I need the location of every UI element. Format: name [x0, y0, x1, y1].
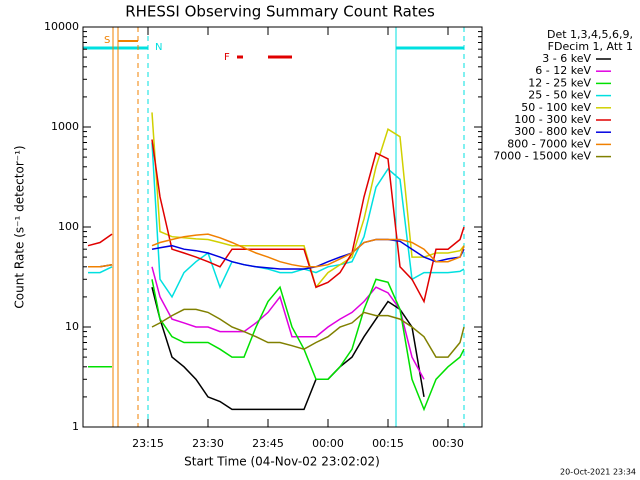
- x-tick-label: 00:15: [372, 437, 404, 450]
- y-tick-label: 1: [72, 420, 79, 433]
- series-line: [151, 266, 425, 380]
- chart-title: RHESSI Observing Summary Count Rates: [125, 3, 435, 21]
- annotation: F: [224, 52, 230, 63]
- legend-label: 800 - 7000 keV: [507, 137, 591, 150]
- x-tick-label: 00:30: [432, 437, 464, 450]
- x-tick-label: 23:30: [192, 437, 224, 450]
- legend-label: 25 - 50 keV: [528, 89, 591, 102]
- annotation: S: [104, 35, 110, 46]
- y-tick-label: 1000: [51, 120, 79, 133]
- legend-label: 6 - 12 keV: [535, 64, 591, 77]
- x-tick-label: 23:15: [132, 437, 164, 450]
- series-line: [151, 308, 465, 358]
- legend-header: Det 1,3,4,5,6,9,: [547, 28, 633, 41]
- y-tick-label: 10000: [44, 20, 79, 33]
- series-line: [88, 233, 465, 268]
- legend-label: 300 - 800 keV: [514, 125, 591, 138]
- footer: 20-Oct-2021 23:34: [560, 468, 636, 477]
- y-tick-label: 10: [65, 320, 79, 333]
- x-axis-label: Start Time (04-Nov-02 23:02:02): [184, 455, 380, 469]
- legend-label: 3 - 6 keV: [542, 52, 591, 65]
- y-tick-label: 100: [58, 220, 79, 233]
- annotation: N: [155, 42, 162, 53]
- plot-frame: [82, 26, 483, 428]
- x-tick-label: 23:45: [252, 437, 284, 450]
- series-line: [88, 142, 465, 299]
- series-line: [88, 278, 465, 412]
- legend-label: 50 - 100 keV: [521, 101, 591, 114]
- series-line: [151, 287, 425, 411]
- state-markers: [83, 27, 465, 427]
- series-line: [88, 112, 465, 289]
- legend-label: 100 - 300 keV: [514, 113, 591, 126]
- y-axis-label: Count Rate (s⁻¹ detector⁻¹): [13, 145, 27, 308]
- legend-header: FDecim 1, Att 1: [548, 40, 633, 53]
- legend-label: 7000 - 15000 keV: [493, 150, 591, 163]
- x-tick-label: 00:00: [312, 437, 344, 450]
- legend-label: 12 - 25 keV: [528, 76, 591, 89]
